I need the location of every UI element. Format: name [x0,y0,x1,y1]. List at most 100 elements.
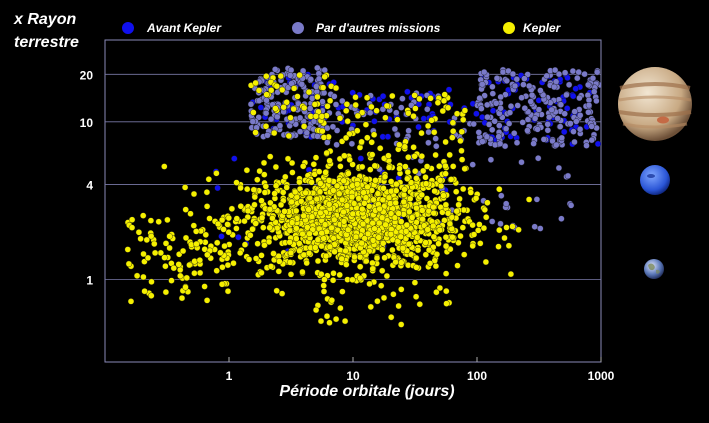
data-point [589,74,597,82]
data-point [571,108,578,115]
data-point [313,195,320,203]
data-point [388,314,395,321]
data-point [442,170,449,177]
data-point [588,136,595,144]
data-point [261,189,269,196]
data-point [361,235,368,242]
data-point [296,178,303,186]
data-point [540,136,548,143]
data-point [252,220,259,227]
data-point [220,226,227,233]
data-point [384,133,392,140]
data-point [293,225,300,232]
data-point [470,231,478,238]
data-point [333,127,341,134]
data-point [366,280,373,288]
data-point [299,268,306,276]
data-point [551,83,558,91]
scatter-points [124,64,601,328]
data-point [268,87,275,94]
data-point [190,190,198,198]
data-point [573,118,580,125]
data-point [249,225,256,233]
data-point [435,240,442,247]
data-point [509,223,516,230]
data-point [424,226,431,233]
legend: Avant Kepler Par d'autres missions Keple… [122,21,562,35]
data-point [575,68,582,76]
data-point [484,113,491,121]
data-point [380,240,387,247]
data-point [337,304,344,312]
data-point [455,201,462,209]
data-point [458,156,466,163]
data-point [332,84,340,92]
data-point [166,233,173,240]
data-point [245,256,253,263]
data-point [533,196,541,203]
data-point [139,212,147,219]
data-point [496,185,503,193]
data-point [426,260,434,267]
data-point [144,254,152,262]
data-point [395,302,402,310]
data-point [442,201,450,209]
data-point [261,171,268,178]
data-point [224,221,231,228]
data-point [442,233,450,241]
data-point [318,113,326,120]
data-point [162,263,169,270]
data-point [125,260,133,268]
data-point [370,131,378,138]
data-point [525,196,533,203]
data-point [170,264,178,272]
data-point [505,242,513,249]
data-point [437,182,445,190]
data-point [576,126,584,133]
data-point [424,105,431,113]
data-point [497,220,504,228]
data-point [298,81,305,88]
data-point [374,298,381,305]
x-tick-label: 1000 [588,369,615,383]
data-point [311,101,319,108]
data-point [489,107,497,114]
data-point [376,219,383,227]
data-point [286,238,293,246]
data-point [400,198,407,206]
data-point [405,240,413,248]
data-point [314,64,321,72]
data-point [328,297,335,304]
data-point [357,275,364,282]
data-point [164,216,171,224]
data-point [294,93,301,100]
data-point [258,214,266,222]
data-point [300,251,307,259]
data-point [548,106,555,114]
data-point [391,214,399,221]
data-point [369,265,376,272]
data-point [549,137,556,145]
data-point [315,75,323,83]
data-point [182,206,189,213]
data-point [296,114,304,122]
data-point [367,303,374,311]
data-point [287,66,295,74]
data-point [495,243,502,250]
data-point [527,98,534,105]
data-point [553,141,560,149]
data-point [273,287,280,294]
data-point [359,220,367,228]
data-point [147,232,155,240]
data-point [461,251,468,258]
data-point [299,230,306,238]
data-point [282,173,289,181]
data-point [422,239,429,246]
y-tick-label: 4 [86,179,93,193]
data-point [555,70,563,78]
data-point [323,149,330,157]
data-point [585,81,592,89]
data-point [431,128,438,136]
data-point [387,210,395,217]
data-point [151,240,158,248]
